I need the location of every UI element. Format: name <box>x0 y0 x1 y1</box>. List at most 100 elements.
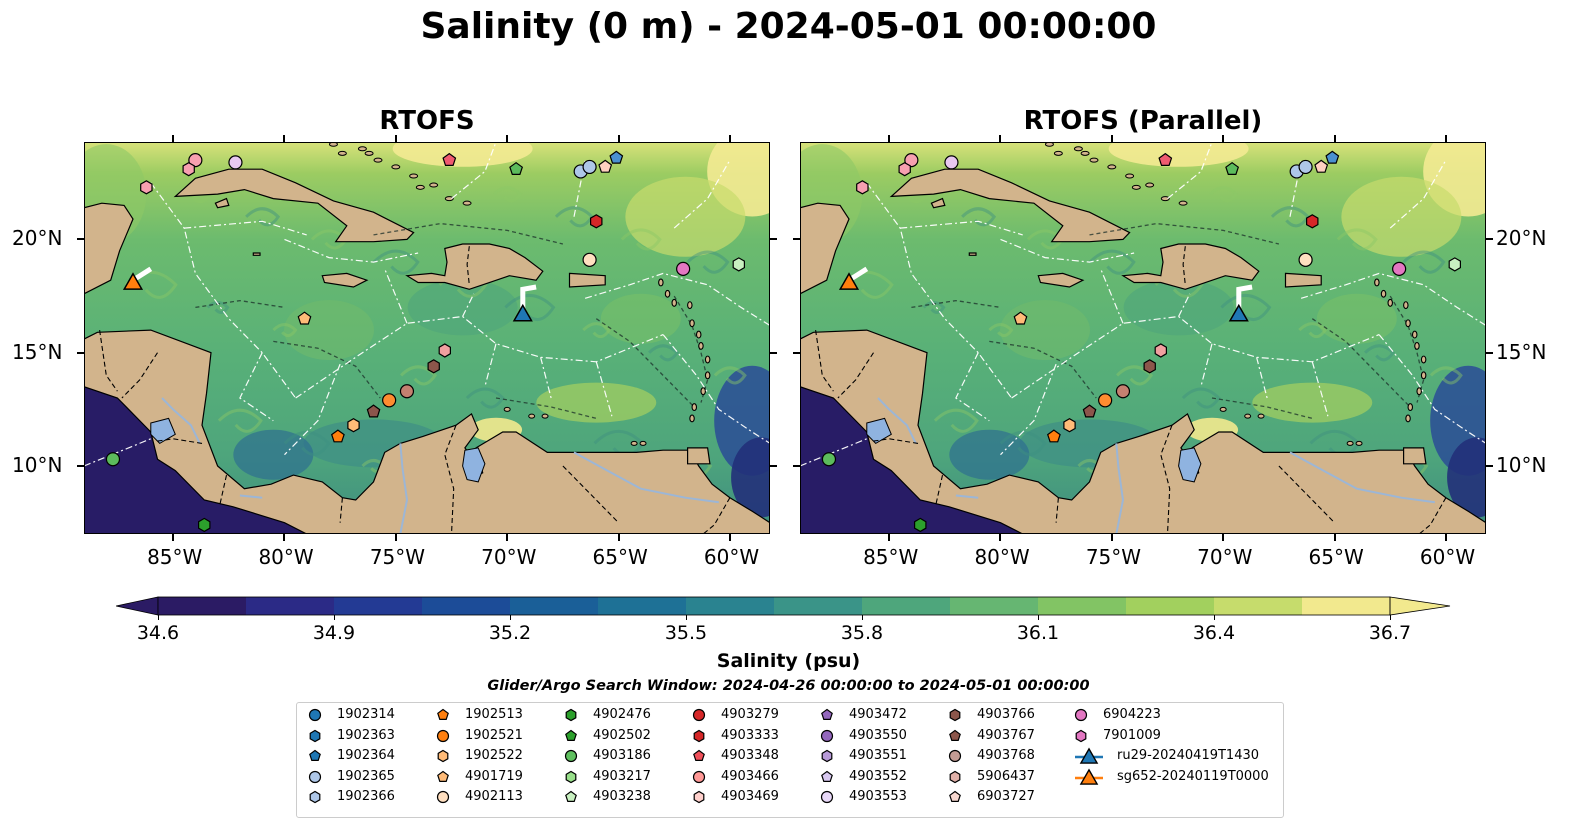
legend-label: 4903472 <box>849 707 907 722</box>
legend-marker-icon <box>1074 708 1088 722</box>
longitude-tick-label: 75°W <box>369 545 426 569</box>
legend-label: 4903552 <box>849 768 907 784</box>
longitude-tick-label: 70°W <box>481 545 537 569</box>
float-marker <box>330 429 345 443</box>
legend-label: 4902502 <box>593 727 651 743</box>
legend-marker-icon <box>821 770 833 782</box>
legend-label: 1902314 <box>337 707 395 722</box>
legend-label: 4903186 <box>593 748 651 763</box>
legend-marker-icon <box>820 790 834 804</box>
legend-label: 4902113 <box>465 789 523 804</box>
float-marker <box>347 418 360 433</box>
legend-label: 4903550 <box>849 727 907 743</box>
float-marker <box>676 261 691 276</box>
longitude-tick-label: 85°W <box>863 545 919 569</box>
legend-label: 4903767 <box>977 727 1035 743</box>
float-marker <box>913 517 927 533</box>
float-marker <box>598 159 613 173</box>
legend-marker-icon <box>309 729 321 742</box>
legend-marker-icon <box>436 790 450 804</box>
legend-marker-icon <box>692 708 706 722</box>
float-marker <box>442 152 457 166</box>
legend: 1902314 1902363 1902364 1902365 1902366 19025… <box>296 702 1284 818</box>
colorbar-tick-label: 34.6 <box>136 622 180 644</box>
float-marker <box>140 180 153 195</box>
longitude-tick-label: 60°W <box>1419 545 1476 569</box>
legend-marker-icon <box>948 749 962 763</box>
float-marker <box>856 180 869 195</box>
figure-title: Salinity (0 m) - 2024-05-01 00:00:00 <box>420 6 1157 47</box>
float-marker <box>1046 429 1061 443</box>
float-marker <box>182 162 195 177</box>
float-marker <box>509 161 524 176</box>
legend-marker-icon <box>692 770 706 783</box>
float-marker <box>399 384 415 399</box>
float-marker <box>1298 252 1313 267</box>
float-marker <box>1448 257 1462 272</box>
float-marker <box>898 162 911 177</box>
legend-marker-icon <box>308 770 322 783</box>
legend-label: 4901719 <box>465 768 523 784</box>
legend-marker-icon <box>308 708 322 722</box>
longitude-tick-label: 75°W <box>1085 545 1142 569</box>
float-marker <box>582 159 597 175</box>
legend-label: 1902364 <box>337 748 395 763</box>
latitude-tick-label: 10°N <box>1496 453 1547 478</box>
float-marker <box>427 359 440 374</box>
legend-label: 4903238 <box>593 789 651 804</box>
legend-marker-icon <box>565 790 577 802</box>
legend-label: 1902366 <box>337 789 395 804</box>
float-marker <box>590 214 603 229</box>
float-marker <box>821 452 837 467</box>
latitude-tick-label: 15°N <box>1496 339 1547 364</box>
float-marker <box>609 150 624 164</box>
latitude-tick-label: 15°N <box>12 339 63 364</box>
legend-marker-icon <box>309 749 321 761</box>
legend-label: 4903766 <box>977 707 1035 722</box>
longitude-tick-label: 85°W <box>147 545 203 569</box>
longitude-tick-label: 65°W <box>592 545 648 569</box>
float-marker <box>188 153 203 168</box>
latitude-tick-label: 20°N <box>1496 226 1547 251</box>
colorbar-tick-label: 34.9 <box>312 622 356 644</box>
legend-label: 4903466 <box>721 768 779 784</box>
longitude-tick-label: 80°W <box>974 545 1030 569</box>
glider-marker <box>838 272 860 290</box>
legend-label: 6904223 <box>1103 707 1161 722</box>
legend-marker-icon <box>565 708 577 722</box>
legend-label: 4903217 <box>593 768 651 784</box>
legend-label: ru29-20240419T1430 <box>1117 748 1260 763</box>
colorbar-tick-label: 36.4 <box>1192 622 1236 644</box>
legend-label: sg652-20240119T0000 <box>1117 768 1269 784</box>
legend-marker-icon <box>821 749 833 763</box>
legend-marker-icon <box>437 749 449 763</box>
legend-label: 5906437 <box>977 768 1035 784</box>
glider-marker <box>1228 303 1249 322</box>
legend-label: 4903333 <box>721 727 779 743</box>
float-marker <box>1115 384 1131 399</box>
longitude-tick-label: 60°W <box>703 545 760 569</box>
float-marker <box>1298 159 1313 175</box>
legend-label: 7901009 <box>1103 727 1161 743</box>
float-marker <box>1325 150 1340 164</box>
search-window-note: Glider/Argo Search Window: 2024-04-26 00… <box>487 678 1090 694</box>
float-marker <box>197 517 211 533</box>
float-marker <box>904 153 919 168</box>
longitude-tick-label: 70°W <box>1197 545 1253 569</box>
legend-marker-icon <box>565 770 577 783</box>
legend-marker-icon <box>693 790 705 804</box>
float-marker <box>1098 393 1113 408</box>
legend-label: 4903279 <box>721 707 779 722</box>
legend-marker-icon <box>436 729 450 742</box>
float-marker <box>1225 161 1240 176</box>
legend-label: 1902365 <box>337 768 395 784</box>
legend-marker-icon <box>564 749 578 763</box>
legend-marker-icon <box>820 729 834 742</box>
legend-label: 1902522 <box>465 748 523 763</box>
float-marker <box>582 252 597 267</box>
legend-marker-icon <box>693 749 705 761</box>
float-marker <box>944 155 959 170</box>
legend-marker-icon <box>949 770 961 783</box>
float-marker <box>366 404 381 418</box>
legend-marker-icon <box>821 708 833 720</box>
